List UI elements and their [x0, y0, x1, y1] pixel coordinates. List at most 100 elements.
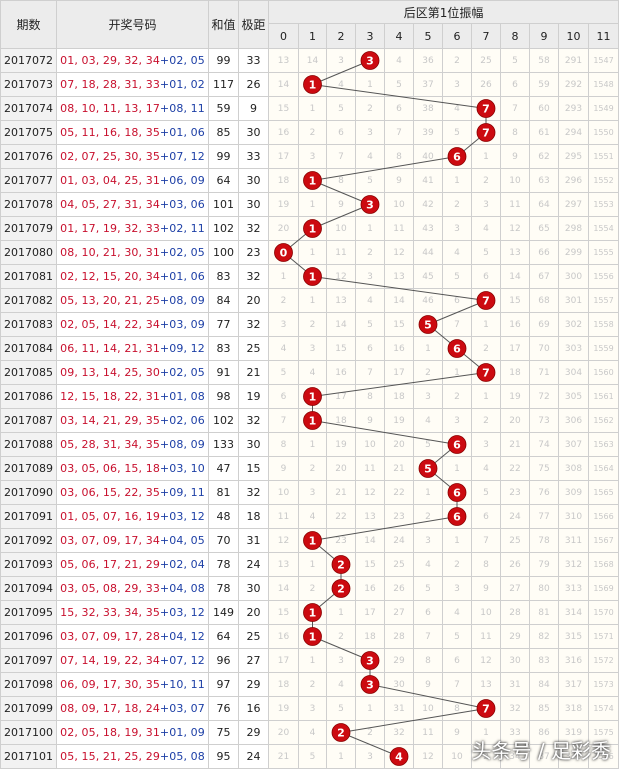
- period-cell: 2017086: [0, 384, 57, 409]
- span-cell: 30: [238, 192, 269, 217]
- period-cell: 2017079: [0, 216, 57, 241]
- miss-count-cell: 1553: [587, 192, 620, 217]
- miss-count-cell: 17: [268, 648, 299, 673]
- miss-count-cell: 11: [384, 216, 414, 241]
- amp-col-header-5: 5: [413, 23, 443, 49]
- sum-cell: 48: [208, 504, 239, 529]
- miss-count-cell: 6: [326, 120, 356, 145]
- numbers-cell: 02, 05, 14, 22, 34+03, 09: [56, 312, 209, 337]
- miss-count-cell: 4: [326, 672, 356, 697]
- sum-cell: 96: [208, 648, 239, 673]
- span-cell: 30: [238, 168, 269, 193]
- table-row: 2017089 03, 05, 06, 15, 18+03, 10 47 15 9 2 20…: [0, 456, 620, 481]
- miss-count-cell: 1554: [587, 216, 620, 241]
- miss-count-cell: 8: [442, 696, 472, 721]
- plus-sign: +: [159, 150, 170, 163]
- plus-sign: +: [159, 318, 170, 331]
- miss-count-cell: 1: [298, 72, 327, 97]
- miss-count-cell: 6: [442, 336, 472, 361]
- back-numbers: 02, 04: [169, 558, 205, 571]
- table-row: 2017083 02, 05, 14, 22, 34+03, 09 77 32 3 2 14…: [0, 312, 620, 337]
- plus-sign: +: [159, 438, 170, 451]
- miss-count-cell: 318: [558, 696, 589, 721]
- span-cell: 27: [238, 648, 269, 673]
- miss-count-cell: 68: [529, 288, 559, 313]
- miss-count-cell: 4: [471, 456, 501, 481]
- miss-count-cell: 7: [471, 528, 501, 553]
- table-row: 2017090 03, 06, 15, 22, 35+09, 11 81 32 10 3 2…: [0, 480, 620, 505]
- miss-count-cell: 63: [529, 168, 559, 193]
- period-cell: 2017074: [0, 96, 57, 121]
- miss-count-cell: 311: [558, 528, 589, 553]
- miss-count-cell: 4: [326, 72, 356, 97]
- period-cell: 2017097: [0, 648, 57, 673]
- back-numbers: 10, 11: [169, 678, 205, 691]
- miss-count-cell: 10: [471, 600, 501, 625]
- numbers-cell: 08, 09, 17, 18, 24+03, 07: [56, 696, 209, 721]
- miss-count-cell: 7: [442, 312, 472, 337]
- numbers-cell: 03, 14, 21, 29, 35+02, 06: [56, 408, 209, 433]
- back-numbers: 03, 12: [169, 510, 205, 523]
- plus-sign: +: [159, 510, 170, 523]
- numbers-cell: 08, 10, 11, 13, 17+08, 11: [56, 96, 209, 121]
- miss-count-cell: 307: [558, 432, 589, 457]
- miss-count-cell: 5: [413, 312, 443, 337]
- amp-col-header-4: 4: [384, 23, 414, 49]
- period-cell: 2017088: [0, 432, 57, 457]
- miss-count-cell: 20: [384, 432, 414, 457]
- miss-count-cell: 26: [384, 576, 414, 601]
- miss-count-cell: 3: [326, 648, 356, 673]
- period-cell: 2017099: [0, 696, 57, 721]
- miss-count-cell: 1573: [587, 672, 620, 697]
- miss-count-cell: 10: [413, 696, 443, 721]
- front-numbers: 08, 09, 17, 18, 24: [60, 702, 160, 715]
- miss-count-cell: 3: [355, 672, 385, 697]
- miss-count-cell: 1547: [587, 48, 620, 73]
- front-numbers: 02, 05, 18, 19, 31: [60, 726, 160, 739]
- miss-count-cell: 87: [529, 744, 559, 769]
- plus-sign: +: [159, 462, 170, 475]
- miss-count-cell: 7: [355, 360, 385, 385]
- numbers-cell: 01, 17, 19, 32, 33+02, 11: [56, 216, 209, 241]
- span-cell: 25: [238, 336, 269, 361]
- miss-count-cell: 1549: [587, 96, 620, 121]
- miss-count-cell: 15: [355, 552, 385, 577]
- table-row: 2017101 05, 15, 21, 25, 29+05, 08 95 24 21 5 1…: [0, 744, 620, 769]
- sum-cell: 99: [208, 48, 239, 73]
- miss-count-cell: 19: [326, 432, 356, 457]
- miss-count-cell: 1: [326, 600, 356, 625]
- miss-count-cell: 1566: [587, 504, 620, 529]
- miss-count-cell: 2: [442, 552, 472, 577]
- miss-count-cell: 6: [384, 96, 414, 121]
- span-cell: 31: [238, 528, 269, 553]
- front-numbers: 07, 14, 19, 22, 34: [60, 654, 160, 667]
- miss-count-cell: 1: [298, 624, 327, 649]
- miss-count-cell: 4: [413, 408, 443, 433]
- period-cell: 2017101: [0, 744, 57, 769]
- miss-count-cell: 3: [355, 120, 385, 145]
- table-row: 2017085 09, 13, 14, 25, 30+02, 05 91 21 5 4 16…: [0, 360, 620, 385]
- sum-cell: 47: [208, 456, 239, 481]
- miss-count-cell: 1562: [587, 408, 620, 433]
- back-numbers: 03, 12: [169, 606, 205, 619]
- back-numbers: 01, 09: [169, 726, 205, 739]
- table-row: 2017072 01, 03, 29, 32, 34+02, 05 99 33 13 14…: [0, 48, 620, 73]
- plus-sign: +: [159, 366, 170, 379]
- miss-count-cell: 2: [326, 720, 356, 745]
- miss-count-cell: 5: [384, 72, 414, 97]
- miss-count-cell: 3: [442, 72, 472, 97]
- span-cell: 16: [238, 696, 269, 721]
- miss-count-cell: 13: [268, 552, 299, 577]
- miss-count-cell: 2: [355, 720, 385, 745]
- span-cell: 30: [238, 576, 269, 601]
- miss-count-cell: 13: [355, 504, 385, 529]
- miss-count-cell: 3: [471, 432, 501, 457]
- table-row: 2017082 05, 13, 20, 21, 25+08, 09 84 20 2 1 13…: [0, 288, 620, 313]
- miss-count-cell: 5: [413, 576, 443, 601]
- back-numbers: 09, 11: [169, 486, 205, 499]
- miss-count-cell: 319: [558, 720, 589, 745]
- miss-count-cell: 2: [298, 456, 327, 481]
- sum-cell: 70: [208, 528, 239, 553]
